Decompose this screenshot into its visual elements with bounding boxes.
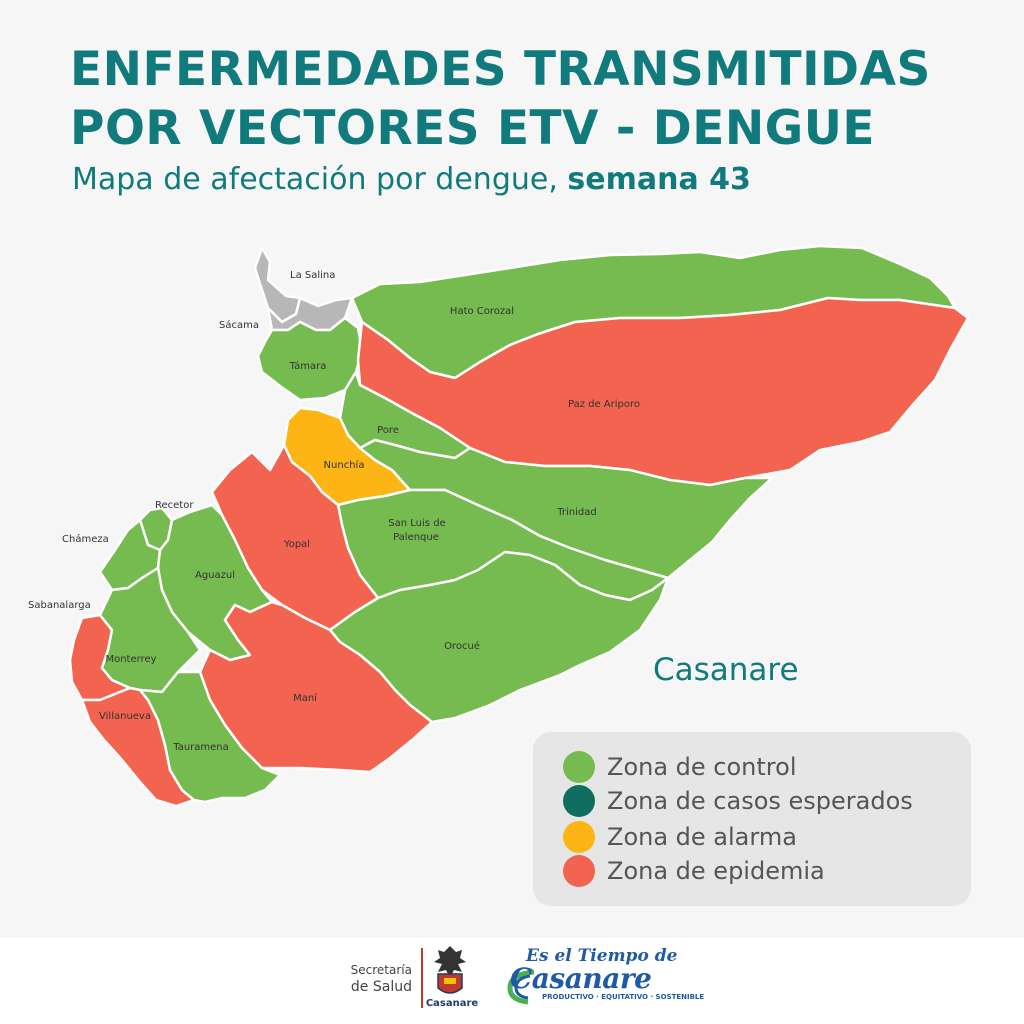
label-monterrey: Monterrey bbox=[105, 654, 156, 665]
legend-item-control: Zona de control bbox=[563, 750, 797, 784]
label-palenque: Palenque bbox=[393, 532, 439, 543]
slogan-logo: Es el Tiempo de Casanare PRODUCTIVO · EQ… bbox=[498, 944, 704, 1008]
footer-divider bbox=[421, 948, 423, 1008]
label-sacama: Sácama bbox=[219, 319, 259, 331]
legend-item-alarma: Zona de alarma bbox=[563, 820, 797, 854]
legend-dot-epidemia bbox=[563, 855, 595, 887]
legend-item-esperados: Zona de casos esperados bbox=[563, 784, 913, 818]
label-orocue: Orocué bbox=[444, 640, 480, 652]
slogan-line-1: Es el Tiempo de bbox=[526, 946, 678, 966]
subtitle-text: Mapa de afectación por dengue, bbox=[72, 162, 568, 197]
label-chameza: Chámeza bbox=[62, 533, 109, 545]
subtitle: Mapa de afectación por dengue, semana 43 bbox=[72, 160, 751, 200]
department-name: Casanare bbox=[653, 652, 799, 688]
legend: Zona de control Zona de casos esperados … bbox=[533, 732, 971, 906]
title-line-1: ENFERMEDADES TRANSMITIDAS bbox=[70, 42, 931, 97]
label-tauramena: Tauramena bbox=[172, 742, 229, 753]
label-tamara: Támara bbox=[289, 360, 327, 372]
casanare-crest-icon bbox=[434, 946, 466, 994]
label-la-salina: La Salina bbox=[290, 270, 335, 281]
label-sabanalarga: Sabanalarga bbox=[28, 600, 91, 611]
label-pore: Pore bbox=[377, 425, 399, 436]
slogan-line-3: PRODUCTIVO · EQUITATIVO · SOSTENIBLE bbox=[542, 993, 705, 1001]
label-mani: Maní bbox=[293, 692, 318, 704]
legend-label-control: Zona de control bbox=[607, 753, 797, 781]
legend-label-alarma: Zona de alarma bbox=[607, 823, 797, 851]
page-title: ENFERMEDADES TRANSMITIDAS POR VECTORES E… bbox=[70, 40, 931, 158]
slogan-line-2: Casanare bbox=[510, 962, 652, 995]
subtitle-week: semana 43 bbox=[567, 162, 751, 197]
region-la-salina[interactable] bbox=[253, 246, 302, 324]
legend-dot-esperados bbox=[563, 785, 595, 817]
gov-name: Casanare bbox=[425, 998, 479, 1009]
casanare-map: Hato Corozal Támara Paz de Ariporo Pore … bbox=[28, 244, 970, 808]
secretaria-de-salud: Secretaría de Salud bbox=[340, 962, 412, 996]
label-hato-corozal: Hato Corozal bbox=[450, 306, 514, 317]
legend-label-epidemia: Zona de epidemia bbox=[607, 857, 825, 885]
label-nunchia: Nunchía bbox=[324, 459, 365, 471]
label-trinidad: Trinidad bbox=[556, 507, 596, 518]
legend-dot-control bbox=[563, 751, 595, 783]
slogan-swoosh-icon bbox=[507, 969, 535, 1005]
region-tauramena[interactable] bbox=[138, 670, 282, 804]
legend-item-epidemia: Zona de epidemia bbox=[563, 854, 825, 888]
label-paz-de-ariporo: Paz de Ariporo bbox=[568, 399, 640, 410]
label-yopal: Yopal bbox=[283, 539, 310, 550]
region-mani[interactable] bbox=[198, 600, 434, 774]
legend-label-esperados: Zona de casos esperados bbox=[607, 787, 913, 815]
label-recetor: Recetor bbox=[155, 500, 194, 511]
label-aguazul: Aguazul bbox=[195, 570, 235, 581]
label-villanueva: Villanueva bbox=[99, 711, 151, 722]
legend-dot-alarma bbox=[563, 821, 595, 853]
secretaria-line-2: de Salud bbox=[350, 979, 412, 995]
secretaria-line-1: Secretaría bbox=[350, 963, 412, 977]
label-san-luis-de: San Luis de bbox=[388, 518, 445, 529]
title-line-2: POR VECTORES ETV - DENGUE bbox=[70, 101, 876, 156]
